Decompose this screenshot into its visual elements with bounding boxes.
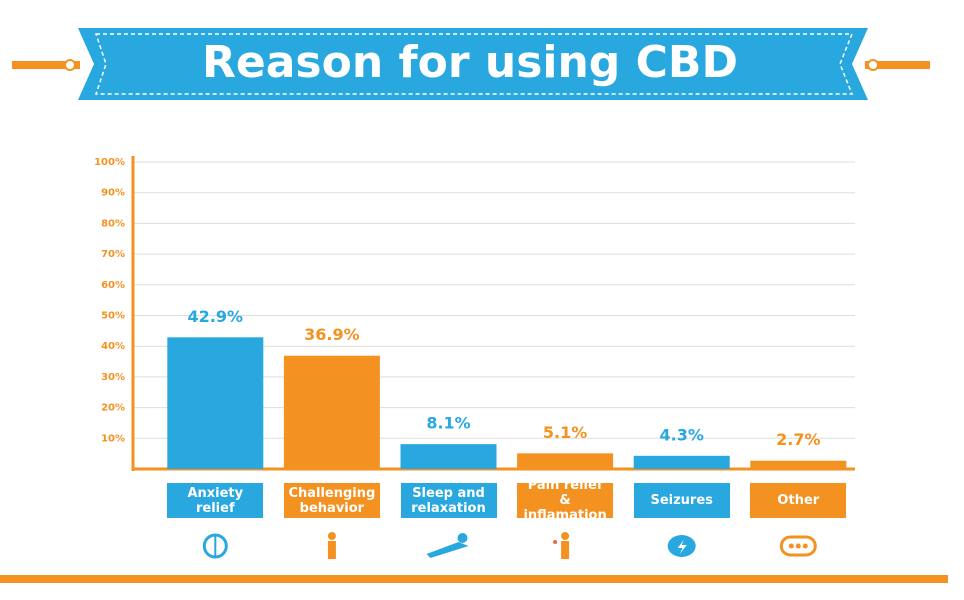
icon-part — [677, 540, 687, 554]
category-icon — [553, 532, 570, 559]
icon-part — [327, 541, 336, 559]
bar — [167, 337, 264, 469]
y-tick-label: 20% — [101, 403, 125, 414]
icon-part — [788, 543, 794, 549]
icon-part — [561, 541, 570, 559]
y-tick-label: 100% — [94, 157, 125, 168]
bar — [517, 453, 614, 469]
x-tick-label: Seizures — [633, 483, 730, 518]
y-tick-label: 90% — [101, 188, 125, 199]
y-tick-label: 50% — [101, 311, 125, 322]
category-icon — [327, 532, 336, 559]
category-icon — [779, 535, 817, 557]
icon-part — [779, 535, 817, 557]
bar — [750, 460, 847, 469]
y-tick-label: 10% — [101, 433, 125, 444]
value-label: 42.9% — [188, 307, 244, 326]
value-label: 4.3% — [660, 425, 704, 444]
y-tick-label: 40% — [101, 341, 125, 352]
value-label: 8.1% — [426, 414, 470, 433]
category-icon — [202, 533, 228, 559]
category-icon — [667, 535, 696, 557]
icon-part — [457, 533, 468, 543]
y-tick-label: 60% — [101, 280, 125, 291]
banner — [78, 28, 868, 100]
icon-part — [795, 543, 801, 549]
icon-part — [561, 532, 570, 540]
banner-dot — [64, 59, 76, 71]
banner-stitch — [94, 33, 854, 95]
footer-line — [0, 575, 948, 583]
category-icon — [426, 533, 469, 558]
icon-part — [553, 540, 558, 544]
banner-dot — [867, 59, 879, 71]
bar — [283, 355, 380, 469]
value-label: 36.9% — [304, 325, 360, 344]
x-tick-label: Sleep and relaxation — [400, 483, 497, 518]
x-tick-label: Anxiety relief — [167, 483, 264, 518]
x-tick-label: Challenging behavior — [283, 483, 380, 518]
value-label: 2.7% — [776, 430, 820, 449]
y-tick-label: 80% — [101, 218, 125, 229]
icon-part — [426, 542, 469, 558]
y-tick-label: 70% — [101, 249, 125, 260]
value-label: 5.1% — [543, 423, 587, 442]
x-tick-label: Pain relief & inflamation — [517, 478, 614, 523]
x-tick-label: Other — [750, 483, 847, 518]
icon-part — [327, 532, 336, 540]
icon-part — [802, 543, 808, 549]
y-tick-label: 30% — [101, 372, 125, 383]
bar — [633, 455, 730, 469]
bar — [400, 444, 497, 469]
chart-title: Reason for using CBD — [202, 37, 738, 88]
